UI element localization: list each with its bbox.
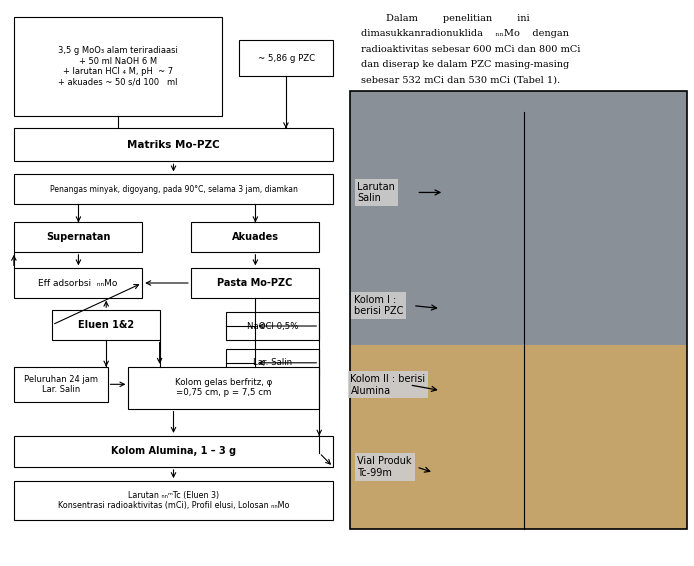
Text: Eff adsorbsi  ₙₙMo: Eff adsorbsi ₙₙMo — [38, 278, 118, 288]
Text: Larutan ₙₙᵐTc (Eluen 3)
Konsentrasi radioaktivitas (mCi), Profil elusi, Lolosan : Larutan ₙₙᵐTc (Eluen 3) Konsentrasi radi… — [58, 491, 289, 510]
FancyBboxPatch shape — [226, 312, 319, 340]
FancyBboxPatch shape — [191, 222, 319, 252]
Text: dan diserap ke dalam PZC masing-masing: dan diserap ke dalam PZC masing-masing — [361, 60, 569, 69]
Text: Kolom I :
berisi PZC: Kolom I : berisi PZC — [354, 295, 403, 316]
Text: radioaktivitas sebesar 600 mCi dan 800 mCi: radioaktivitas sebesar 600 mCi dan 800 m… — [361, 45, 580, 54]
Text: Matriks Mo-PZC: Matriks Mo-PZC — [127, 140, 220, 150]
FancyBboxPatch shape — [14, 436, 333, 467]
FancyBboxPatch shape — [14, 268, 142, 298]
Text: Eluen 1&2: Eluen 1&2 — [78, 320, 134, 330]
FancyBboxPatch shape — [128, 367, 319, 409]
Bar — [350, 345, 687, 529]
Text: NaOCl 0,5%: NaOCl 0,5% — [246, 321, 298, 331]
Text: Pasta Mo-PZC: Pasta Mo-PZC — [217, 278, 293, 288]
FancyBboxPatch shape — [239, 40, 333, 76]
Text: Lar. Salin: Lar. Salin — [253, 358, 292, 367]
Text: 3,5 g MoO₃ alam teriradiaasi
+ 50 ml NaOH 6 M
+ larutan HCl ₄ M, pH  ~ 7
+ akuad: 3,5 g MoO₃ alam teriradiaasi + 50 ml NaO… — [58, 46, 178, 87]
FancyBboxPatch shape — [52, 310, 160, 340]
Text: Kolom Alumina, 1 – 3 g: Kolom Alumina, 1 – 3 g — [111, 447, 236, 456]
Text: Kolom II : berisi
Alumina: Kolom II : berisi Alumina — [350, 374, 425, 396]
Text: Larutan
Salin: Larutan Salin — [357, 182, 396, 203]
Bar — [350, 91, 687, 345]
FancyBboxPatch shape — [14, 367, 108, 402]
Text: sebesar 532 mCi dan 530 mCi (Tabel 1).: sebesar 532 mCi dan 530 mCi (Tabel 1). — [361, 75, 560, 84]
Text: Supernatan: Supernatan — [46, 232, 110, 242]
Text: Vial Produk
Tc-99m: Vial Produk Tc-99m — [357, 456, 412, 478]
Text: dimasukkanradionuklida    ₙₙMo    dengan: dimasukkanradionuklida ₙₙMo dengan — [361, 29, 569, 38]
Text: Peluruhan 24 jam
Lar. Salin: Peluruhan 24 jam Lar. Salin — [24, 375, 98, 394]
Text: Penangas minyak, digoyang, pada 90°C, selama 3 jam, diamkan: Penangas minyak, digoyang, pada 90°C, se… — [49, 185, 298, 194]
FancyBboxPatch shape — [226, 349, 319, 376]
FancyBboxPatch shape — [14, 128, 333, 161]
FancyBboxPatch shape — [191, 268, 319, 298]
FancyBboxPatch shape — [14, 174, 333, 204]
FancyBboxPatch shape — [14, 17, 222, 116]
Text: Akuades: Akuades — [232, 232, 278, 242]
Text: Kolom gelas berfritz, φ
=0,75 cm, p = 7,5 cm: Kolom gelas berfritz, φ =0,75 cm, p = 7,… — [175, 378, 273, 397]
Text: ~ 5,86 g PZC: ~ 5,86 g PZC — [257, 54, 315, 62]
FancyBboxPatch shape — [14, 222, 142, 252]
FancyBboxPatch shape — [14, 481, 333, 520]
Text: Dalam        penelitian        ini: Dalam penelitian ini — [361, 14, 530, 23]
